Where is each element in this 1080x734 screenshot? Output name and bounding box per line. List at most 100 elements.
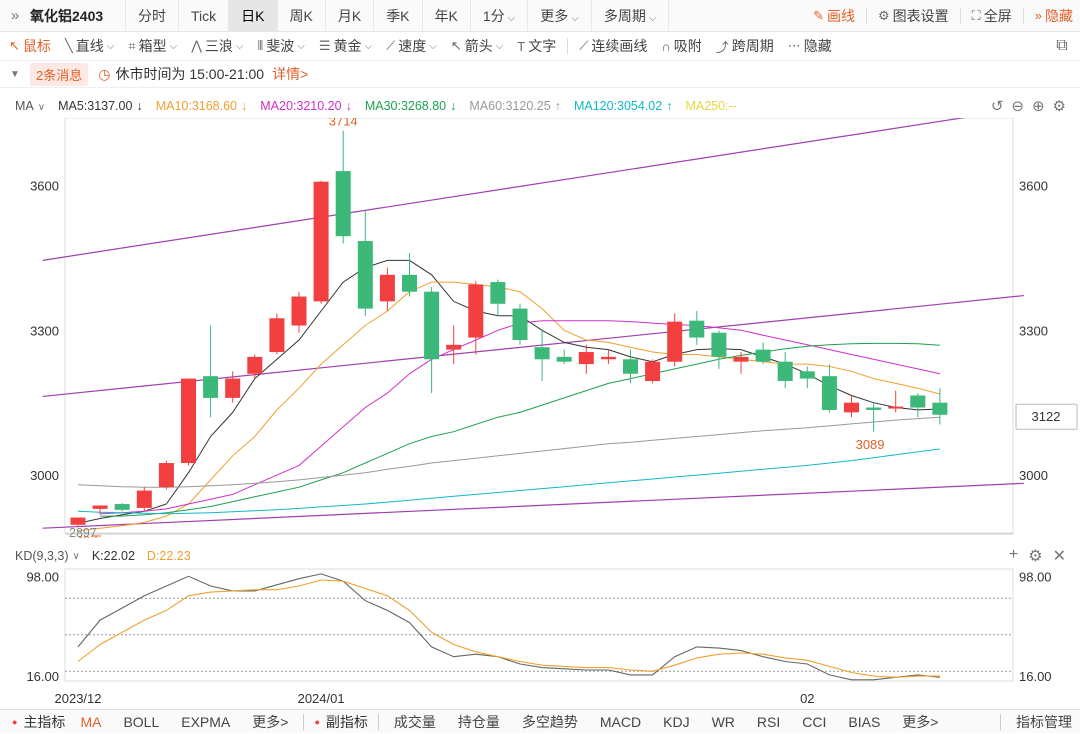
message-badge[interactable]: 2条消息 [30,62,89,86]
ma-legend-item[interactable]: MA ∨ [15,99,45,113]
ma-legend-item[interactable]: MA5:3137.00 ↓ [58,99,143,113]
candle[interactable] [534,330,550,381]
kd-settings-icon[interactable]: ⚙ [1028,548,1043,565]
candle[interactable] [556,349,572,365]
candle[interactable] [114,503,130,512]
expand-panel-icon[interactable]: » [10,7,20,24]
main-indicator-tab[interactable]: MA [80,713,102,730]
sub-indicator-tab[interactable]: 更多> [902,713,939,730]
trend-line[interactable] [42,118,1024,261]
chart-settings-icon[interactable]: ⚙ [1052,98,1066,115]
kd-indicator-chart[interactable]: 16.00 16.00 98.00 98.00 2023/12 2024/01 02 [0,566,1080,709]
action-double-chevron-button[interactable]: » 隐藏 [1028,6,1080,26]
candle[interactable] [932,388,948,425]
sub-indicator-tab[interactable]: CCI [802,713,827,730]
candle[interactable] [645,359,661,384]
period-tab-9[interactable]: 多周期 ⌵ [592,0,670,32]
draw-tool-text[interactable]: T 文字 [510,36,563,56]
ma-legend-item[interactable]: MA10:3168.60 ↓ [156,99,248,113]
ma-legend-item[interactable]: MA30:3268.80 ↓ [365,99,457,113]
draw-tool-wave[interactable]: ⋀ 三浪 ⌵ [184,36,250,56]
sub-indicator-tab[interactable]: RSI [756,713,781,730]
candle[interactable] [402,253,417,297]
details-link[interactable]: 详情> [272,66,309,82]
candle[interactable] [755,342,771,365]
ma-legend-item[interactable]: MA20:3210.20 ↓ [260,99,352,113]
candle[interactable] [512,303,528,345]
period-tab-6[interactable]: 年K [423,0,471,32]
draw-tool-speed[interactable]: ⟋ 速度 ⌵ [379,36,444,56]
draw-tool-magnet[interactable]: ∩ 吸附 [654,36,708,56]
draw-tool-golden[interactable]: ☰ 黄金 ⌵ [312,36,379,56]
main-indicator-tab[interactable]: 更多> [252,713,289,730]
trend-line[interactable] [42,482,1024,529]
candle[interactable] [357,209,373,316]
candle[interactable] [225,371,241,403]
ma-legend-item[interactable]: MA60:3120.25 ↑ [469,99,561,113]
period-tab-7[interactable]: 1分 ⌵ [471,0,529,32]
candle[interactable] [158,460,174,490]
draw-tool-arrow[interactable]: ↖ 箭头 ⌵ [444,36,511,56]
collapse-notice-icon[interactable]: ▼ [10,68,20,80]
candle[interactable] [269,313,285,355]
undo-icon[interactable]: ↺ [990,98,1004,115]
candle[interactable] [799,366,815,389]
candle[interactable] [866,402,882,432]
candle[interactable] [181,378,196,466]
candle[interactable] [446,325,462,365]
candle[interactable] [490,279,506,316]
period-tab-4[interactable]: 月K [326,0,375,32]
sub-indicator-tab[interactable]: 多空趋势 [521,713,578,730]
candle[interactable] [92,505,108,515]
candle[interactable] [203,325,219,418]
draw-tool-fibonacci[interactable]: ⦀ 斐波 ⌵ [251,36,312,56]
draw-tool-line[interactable]: ╲ 直线 ⌵ [58,36,121,56]
add-indicator-icon[interactable]: + [1008,546,1019,563]
period-tab-1[interactable]: Tick [179,0,230,32]
candle[interactable] [468,281,484,355]
main-indicator-tab[interactable]: EXPMA [181,713,231,730]
action-gear-button[interactable]: ⚙ 图表设置 [871,6,956,26]
sub-indicator-tab[interactable]: MACD [599,713,642,730]
candle[interactable] [70,517,86,526]
period-tab-8[interactable]: 更多 ⌵ [528,0,592,32]
sub-indicator-tab[interactable]: 成交量 [393,713,436,730]
candle[interactable] [291,291,307,333]
ma-legend-item[interactable]: MA120:3054.02 ↑ [574,99,673,113]
period-tab-3[interactable]: 周K [278,0,326,32]
candle[interactable] [733,352,749,374]
candle[interactable] [313,180,329,304]
period-tab-2[interactable]: 日K [229,0,278,32]
draw-tool-cursor[interactable]: ↖ 鼠标 [2,36,58,56]
candle[interactable] [689,311,705,345]
candle[interactable] [379,267,395,312]
candlestick-chart[interactable]: 3000 3000 3300 3300 3600 3600 3714 3089 289740天 3… [0,118,1080,538]
candle[interactable] [136,487,152,512]
kd-title[interactable]: KD(9,3,3) [15,549,69,563]
candle[interactable] [821,364,837,413]
action-fullscreen-button[interactable]: ⛶ 全屏 [965,6,1019,26]
period-tab-5[interactable]: 季K [374,0,423,32]
zoom-in-icon[interactable]: ⊕ [1031,98,1045,115]
popout-icon[interactable]: ⧉ [1056,37,1068,54]
zoom-out-icon[interactable]: ⊖ [1011,98,1024,115]
indicator-manage-button[interactable]: 指标管理 [1016,713,1072,730]
symbol-name[interactable]: 氧化铝2403 [30,7,104,24]
draw-tool-cross-period[interactable]: ⤴ 跨周期 [709,36,781,56]
candle[interactable] [777,352,793,389]
candle[interactable] [623,349,638,384]
main-indicator-tab[interactable]: BOLL [123,713,160,730]
draw-tool-continuous-line[interactable]: ⟋ 连续画线 [572,36,654,56]
candle[interactable] [247,354,263,379]
candle[interactable] [844,395,859,418]
candle[interactable] [424,286,440,394]
action-pencil-button[interactable]: ✎ 画线 [806,6,862,26]
kd-chevron-icon[interactable]: ∨ [72,550,80,562]
sub-indicator-tab[interactable]: KDJ [663,713,690,730]
ma-legend-item[interactable]: MA250:-- [685,99,736,113]
candle[interactable] [578,344,594,374]
candle[interactable] [711,330,727,369]
sub-indicator-tab[interactable]: WR [711,713,735,730]
sub-indicator-tab[interactable]: BIAS [848,713,881,730]
candle[interactable] [335,130,351,244]
